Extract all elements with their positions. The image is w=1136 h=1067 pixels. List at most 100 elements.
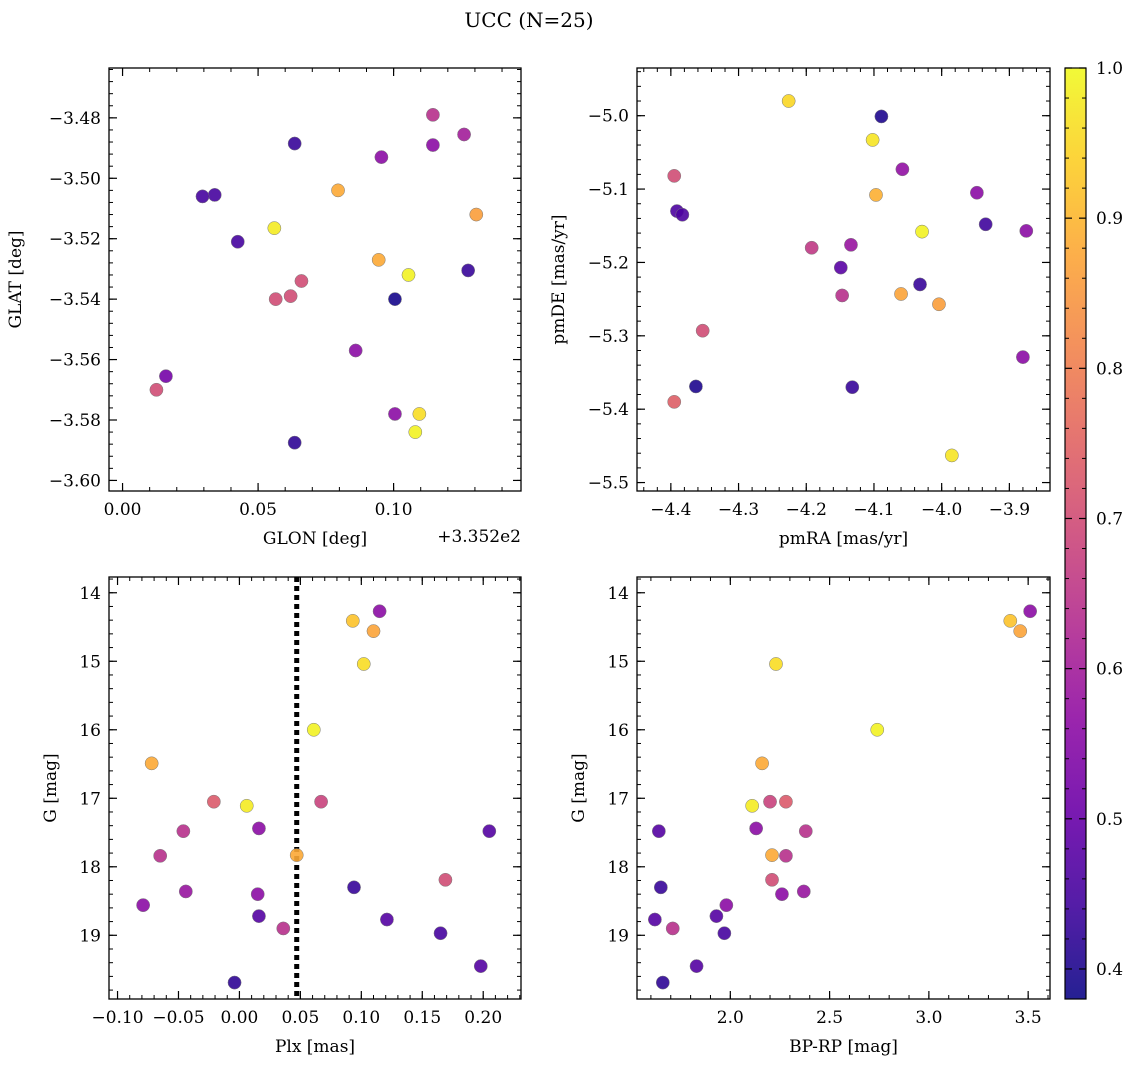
data-point (655, 975, 670, 990)
data-point (144, 756, 159, 771)
data-point (895, 162, 910, 177)
data-point (287, 136, 302, 151)
data-point (176, 824, 191, 839)
axes-frame (636, 576, 1051, 1000)
data-point (469, 207, 484, 222)
data-point (648, 912, 662, 927)
data-point (426, 107, 440, 122)
data-point (749, 821, 763, 836)
colorbar-tick-label: 0.8 (1096, 359, 1123, 379)
data-point (426, 138, 440, 152)
axes-frame (108, 67, 522, 492)
colorbar: 0.4 0.5 0.6 0.7 0.8 0.9 1.0 (1064, 59, 1123, 1000)
data-point (153, 848, 168, 863)
data-point (667, 395, 682, 409)
data-point (844, 237, 858, 252)
data-point (408, 425, 423, 439)
x-tick-label: 2.5 (816, 1008, 843, 1028)
y-tick-label: −5.4 (588, 400, 629, 420)
data-point (779, 848, 793, 863)
x-tick-label: 0.00 (220, 1008, 258, 1028)
data-point (230, 234, 245, 249)
x-tick-label: 3.5 (1015, 1008, 1042, 1028)
data-point (865, 133, 880, 147)
colorbar-tick-label: 1.0 (1096, 59, 1123, 79)
x-tick-label: 3.0 (915, 1008, 942, 1028)
data-point (136, 898, 150, 912)
y-tick-label: −5.3 (588, 327, 629, 347)
figure-title: UCC (N=25) (464, 8, 593, 32)
data-point (1016, 350, 1030, 364)
x-axis-label: BP-RP [mag] (789, 1037, 898, 1057)
data-point (227, 975, 242, 990)
x-axis-label: pmRA [mas/yr] (779, 529, 908, 549)
y-axis-label: G [mag] (569, 753, 589, 822)
data-point (438, 872, 453, 887)
data-point (653, 880, 668, 895)
panel-top-left: 0.00 0.05 0.10 −3.60 −3.58 −3.56 −3.54 −3.52 −3.… (6, 67, 522, 549)
x-tick-label: 0.00 (104, 500, 142, 520)
data-point (356, 657, 371, 671)
data-point (433, 926, 448, 941)
y-tick-label: 14 (79, 584, 101, 604)
colorbar-tick-label: 0.7 (1096, 509, 1123, 529)
data-point (765, 872, 779, 887)
data-point (870, 722, 885, 737)
data-point (894, 287, 908, 301)
data-point (473, 959, 488, 973)
data-point (835, 288, 849, 303)
data-point (932, 297, 946, 312)
data-point (268, 292, 283, 306)
data-point (804, 240, 819, 255)
data-point (374, 150, 389, 164)
data-point (306, 722, 321, 737)
data-point (913, 277, 927, 292)
data-point (1023, 604, 1037, 619)
data-point (287, 435, 302, 450)
y-tick-label: −3.50 (49, 169, 101, 189)
data-point (719, 898, 734, 912)
y-tick-label: −3.54 (49, 290, 101, 310)
y-tick-label: −5.5 (588, 474, 629, 494)
colorbar-tick-label: 0.5 (1096, 810, 1123, 830)
data-point (388, 292, 402, 306)
x-tick-label: −4.4 (650, 500, 691, 520)
y-tick-label: −5.0 (588, 107, 629, 127)
x-tick-label: −0.10 (91, 1008, 143, 1028)
x-tick-label: −3.9 (989, 500, 1030, 520)
data-point (765, 848, 779, 862)
data-point (412, 407, 427, 421)
data-point (755, 756, 769, 771)
y-tick-label: 18 (79, 858, 101, 878)
data-point (283, 289, 298, 303)
axes-frame (636, 67, 1051, 492)
data-point (970, 185, 984, 200)
y-tick-label: −5.1 (588, 180, 629, 200)
y-axis-label: G [mag] (41, 753, 61, 822)
data-point (775, 887, 789, 902)
data-point (294, 274, 309, 288)
data-point (250, 887, 265, 902)
data-point (675, 207, 690, 222)
data-point (366, 624, 381, 638)
data-point (798, 824, 813, 839)
data-point (695, 323, 710, 338)
x-tick-label: −4.2 (786, 500, 827, 520)
y-axis-label: pmDE [mas/yr] (549, 214, 569, 344)
data-point (331, 183, 345, 198)
x-offset-text: +3.352e2 (437, 527, 521, 547)
panel-bottom-right: 2.0 2.5 3.0 3.5 14 15 16 17 18 19 BP-RP [mag] G [ma… (569, 576, 1051, 1057)
y-tick-label: 18 (607, 858, 629, 878)
data-point (276, 921, 291, 936)
colorbar-tick-label: 0.9 (1096, 209, 1123, 229)
data-point (206, 794, 221, 809)
x-tick-label: −4.3 (718, 500, 759, 520)
x-axis-label: Plx [mas] (275, 1037, 355, 1057)
y-tick-label: −5.2 (588, 253, 629, 273)
data-point (159, 369, 173, 384)
data-point (665, 921, 680, 936)
data-point (401, 268, 416, 282)
data-point (667, 169, 682, 183)
y-tick-label: 14 (607, 584, 629, 604)
